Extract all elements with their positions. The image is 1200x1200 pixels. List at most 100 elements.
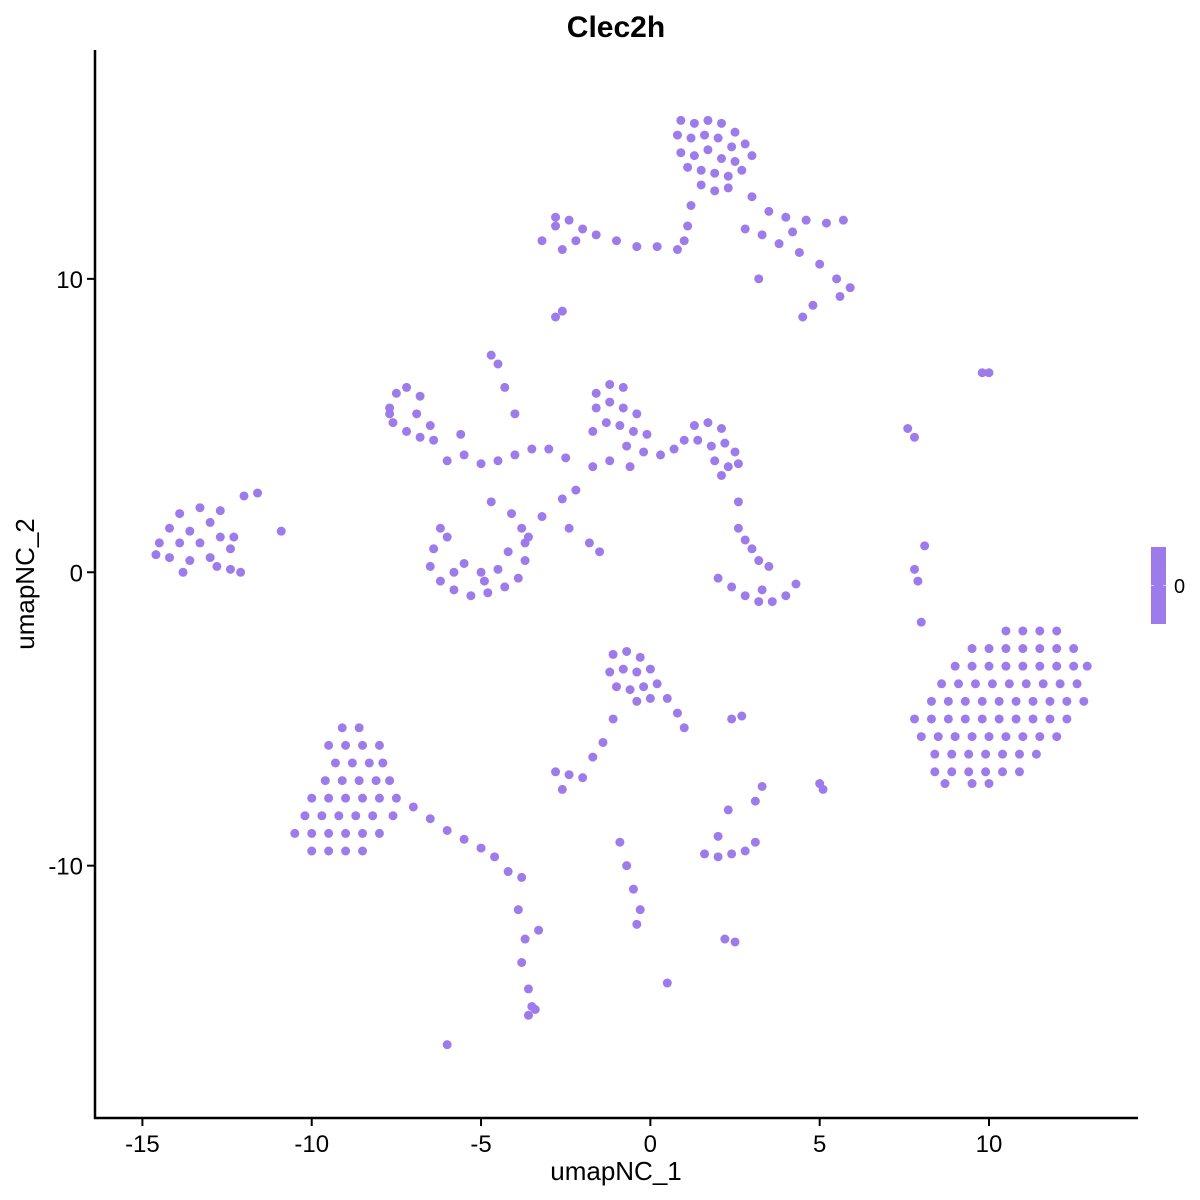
data-point bbox=[954, 679, 964, 689]
x-tick-label: 0 bbox=[644, 1131, 657, 1158]
data-point bbox=[388, 418, 398, 428]
data-point bbox=[239, 491, 249, 501]
data-point bbox=[808, 300, 818, 310]
data-point bbox=[1052, 626, 1062, 636]
data-point bbox=[368, 811, 378, 821]
data-point bbox=[557, 784, 567, 794]
data-point bbox=[767, 597, 777, 607]
data-point bbox=[374, 793, 384, 803]
data-point bbox=[605, 379, 615, 389]
data-point bbox=[385, 409, 395, 419]
data-point bbox=[913, 576, 923, 586]
data-point bbox=[591, 388, 601, 398]
data-point bbox=[1004, 679, 1014, 689]
data-point bbox=[493, 456, 503, 466]
x-tick-label: -10 bbox=[294, 1131, 329, 1158]
data-point bbox=[750, 837, 760, 847]
data-point bbox=[747, 192, 757, 202]
data-point bbox=[1028, 714, 1038, 724]
data-point bbox=[341, 740, 351, 750]
data-point bbox=[476, 843, 486, 853]
data-point bbox=[947, 749, 957, 759]
data-point bbox=[500, 582, 510, 592]
data-point bbox=[584, 538, 594, 548]
data-point bbox=[706, 441, 716, 451]
data-point bbox=[513, 905, 523, 915]
data-point bbox=[378, 758, 388, 768]
data-point bbox=[916, 617, 926, 627]
data-point bbox=[1031, 749, 1041, 759]
data-point bbox=[720, 438, 730, 448]
data-point bbox=[798, 312, 808, 322]
data-point bbox=[683, 162, 693, 172]
data-point bbox=[821, 218, 831, 228]
data-point bbox=[493, 359, 503, 369]
data-point bbox=[740, 846, 750, 856]
data-point bbox=[740, 535, 750, 545]
data-point bbox=[981, 749, 991, 759]
data-point bbox=[435, 576, 445, 586]
data-point bbox=[713, 852, 723, 862]
data-point bbox=[943, 696, 953, 706]
data-point bbox=[324, 793, 334, 803]
data-point bbox=[723, 462, 733, 472]
points-layer bbox=[151, 115, 1092, 1050]
data-point bbox=[943, 714, 953, 724]
data-point bbox=[551, 221, 561, 231]
data-point bbox=[1052, 644, 1062, 654]
data-point bbox=[977, 714, 987, 724]
data-point bbox=[1001, 661, 1011, 671]
data-point bbox=[642, 429, 652, 439]
data-point bbox=[564, 770, 574, 780]
data-point bbox=[703, 115, 713, 125]
data-point bbox=[483, 588, 493, 598]
data-point bbox=[920, 541, 930, 551]
data-point bbox=[351, 811, 361, 821]
data-point bbox=[307, 793, 317, 803]
data-point bbox=[341, 793, 351, 803]
data-point bbox=[520, 556, 530, 566]
data-point bbox=[1018, 626, 1028, 636]
data-point bbox=[225, 544, 235, 554]
data-point bbox=[1035, 732, 1045, 742]
data-point bbox=[622, 861, 632, 871]
data-point bbox=[960, 714, 970, 724]
data-point bbox=[612, 236, 621, 246]
data-point bbox=[903, 423, 913, 433]
data-point bbox=[710, 186, 720, 196]
data-point bbox=[507, 509, 517, 519]
data-point bbox=[337, 723, 347, 733]
data-point bbox=[520, 538, 530, 548]
data-point bbox=[723, 183, 733, 193]
data-point bbox=[832, 274, 842, 284]
data-point bbox=[672, 130, 682, 140]
data-point bbox=[625, 462, 635, 472]
data-point bbox=[632, 696, 642, 706]
data-point bbox=[703, 418, 713, 428]
data-point bbox=[686, 133, 696, 143]
data-point bbox=[723, 171, 733, 181]
data-point bbox=[429, 435, 439, 445]
legend-color-bar bbox=[1151, 547, 1166, 624]
data-point bbox=[1062, 696, 1072, 706]
data-point bbox=[710, 168, 720, 178]
data-point bbox=[442, 532, 452, 542]
data-point bbox=[686, 201, 696, 211]
data-point bbox=[154, 538, 164, 548]
data-point bbox=[737, 165, 747, 175]
data-point bbox=[788, 227, 798, 237]
data-point bbox=[523, 984, 533, 994]
x-axis-label: umapNC_1 bbox=[550, 1156, 682, 1186]
data-point bbox=[679, 236, 689, 246]
data-point bbox=[994, 696, 1004, 706]
data-point bbox=[950, 661, 960, 671]
data-point bbox=[513, 573, 523, 583]
data-point bbox=[175, 509, 185, 519]
data-point bbox=[662, 978, 672, 988]
data-point bbox=[517, 523, 527, 533]
data-point bbox=[354, 776, 364, 786]
data-point bbox=[998, 767, 1008, 777]
data-point bbox=[337, 776, 347, 786]
data-point bbox=[320, 776, 330, 786]
data-point bbox=[801, 215, 811, 225]
